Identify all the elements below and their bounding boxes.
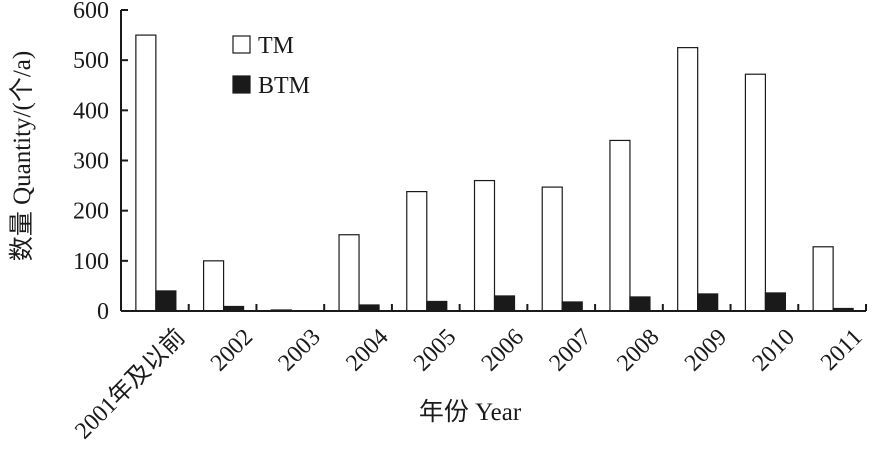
- y-tick-label: 300: [73, 149, 109, 175]
- legend-swatch-btm: [232, 75, 251, 94]
- x-tick-label: 2002: [206, 324, 258, 376]
- bar-tm-1: [135, 34, 157, 312]
- bar-btm-8: [629, 296, 651, 312]
- bar-tm-7: [541, 186, 563, 312]
- bar-btm-9: [697, 293, 719, 312]
- bar-btm-6: [493, 295, 516, 312]
- x-tick-label: 2005: [409, 324, 461, 376]
- bar-tm-9: [677, 47, 699, 312]
- y-tick-label: 400: [73, 98, 109, 124]
- x-tick-label: 2007: [544, 324, 596, 376]
- y-tick-label: 600: [73, 0, 109, 24]
- bar-btm-10: [764, 292, 787, 312]
- y-tick-label: 200: [73, 199, 109, 225]
- legend-label-tm: TM: [258, 33, 294, 59]
- bar-tm-8: [609, 139, 631, 312]
- x-tick-label: 2010: [748, 324, 800, 376]
- x-tick-label: 2006: [477, 324, 529, 376]
- x-tick-label: 2009: [680, 324, 732, 376]
- bar-tm-6: [473, 179, 496, 312]
- x-tick-label: 2004: [341, 324, 393, 376]
- y-tick-label: 500: [73, 48, 109, 74]
- x-tick-label: 2001年及以前: [70, 323, 191, 444]
- x-tick-label: 2011: [816, 324, 868, 376]
- bars-group: [135, 34, 854, 312]
- x-axis-title: 年份 Year: [419, 398, 522, 426]
- bar-tm-2: [202, 260, 225, 312]
- legend: TM BTM: [232, 33, 310, 99]
- bar-tm-10: [744, 73, 767, 312]
- legend-label-btm: BTM: [258, 73, 310, 99]
- bar-tm-11: [812, 246, 834, 312]
- y-tick-label: 100: [73, 249, 109, 275]
- bar-btm-7: [561, 301, 583, 312]
- x-tick-label: 2003: [274, 324, 326, 376]
- bar-btm-5: [426, 300, 448, 312]
- legend-swatch-tm: [232, 35, 251, 54]
- y-axis-title: 数量 Quantity/(个/a): [8, 51, 36, 261]
- y-ticks-group: 0 100 200 300 400 500 600: [73, 0, 128, 325]
- bar-tm-4: [338, 234, 360, 312]
- x-tick-label: 2008: [612, 324, 664, 376]
- bar-btm-1: [155, 290, 177, 312]
- y-tick-label: 0: [97, 299, 109, 325]
- bar-tm-5: [406, 191, 428, 312]
